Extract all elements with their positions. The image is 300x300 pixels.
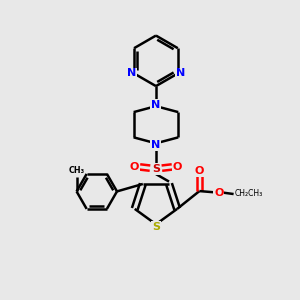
Text: CH₃: CH₃ bbox=[68, 166, 85, 175]
Text: S: S bbox=[152, 164, 160, 174]
Text: CH₂CH₃: CH₂CH₃ bbox=[235, 189, 263, 198]
Text: O: O bbox=[130, 162, 139, 172]
Text: O: O bbox=[214, 188, 224, 198]
Text: O: O bbox=[195, 166, 204, 176]
Text: N: N bbox=[176, 68, 185, 79]
Text: N: N bbox=[151, 140, 160, 150]
Text: O: O bbox=[173, 162, 182, 172]
Text: N: N bbox=[127, 68, 136, 79]
Text: N: N bbox=[151, 100, 160, 110]
Text: S: S bbox=[152, 222, 160, 232]
